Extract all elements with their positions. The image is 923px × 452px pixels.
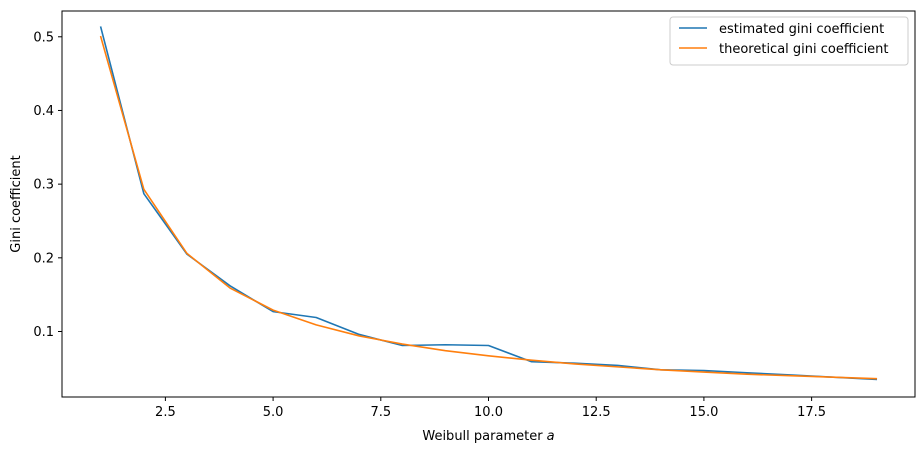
legend-label-theoretical: theoretical gini coefficient <box>719 42 889 57</box>
x-tick-label: 12.5 <box>582 405 611 420</box>
legend: estimated gini coefficient theoretical g… <box>669 16 909 66</box>
legend-box <box>669 16 909 66</box>
y-tick-label: 0.3 <box>33 178 54 193</box>
series-layer <box>99 26 878 381</box>
x-tick-label: 10.0 <box>474 405 503 420</box>
x-tick-label: 5.0 <box>263 405 284 420</box>
plot-area <box>62 11 915 397</box>
y-tick-label: 0.2 <box>33 251 54 266</box>
x-axis-label-text: Weibull parameter <box>422 429 546 444</box>
x-tick-label: 15.0 <box>689 405 718 420</box>
y-tick-label: 0.4 <box>33 104 54 119</box>
series-line-0 <box>99 26 878 381</box>
y-tick-label: 0.1 <box>33 325 54 340</box>
x-tick-label: 17.5 <box>797 405 826 420</box>
y-axis: 0.1 0.2 0.3 0.4 0.5 <box>33 30 62 340</box>
y-axis-label: Gini coefficient <box>9 155 24 252</box>
x-axis-label-variable: a <box>547 429 555 444</box>
x-tick-label: 7.5 <box>370 405 391 420</box>
series-line-1 <box>99 35 878 380</box>
x-axis: 2.5 5.0 7.5 10.0 12.5 15.0 17.5 <box>155 397 826 420</box>
x-tick-label: 2.5 <box>155 405 176 420</box>
x-axis-label: Weibull parameter a <box>422 429 554 444</box>
legend-label-estimated: estimated gini coefficient <box>719 22 884 37</box>
y-tick-label: 0.5 <box>33 30 54 45</box>
